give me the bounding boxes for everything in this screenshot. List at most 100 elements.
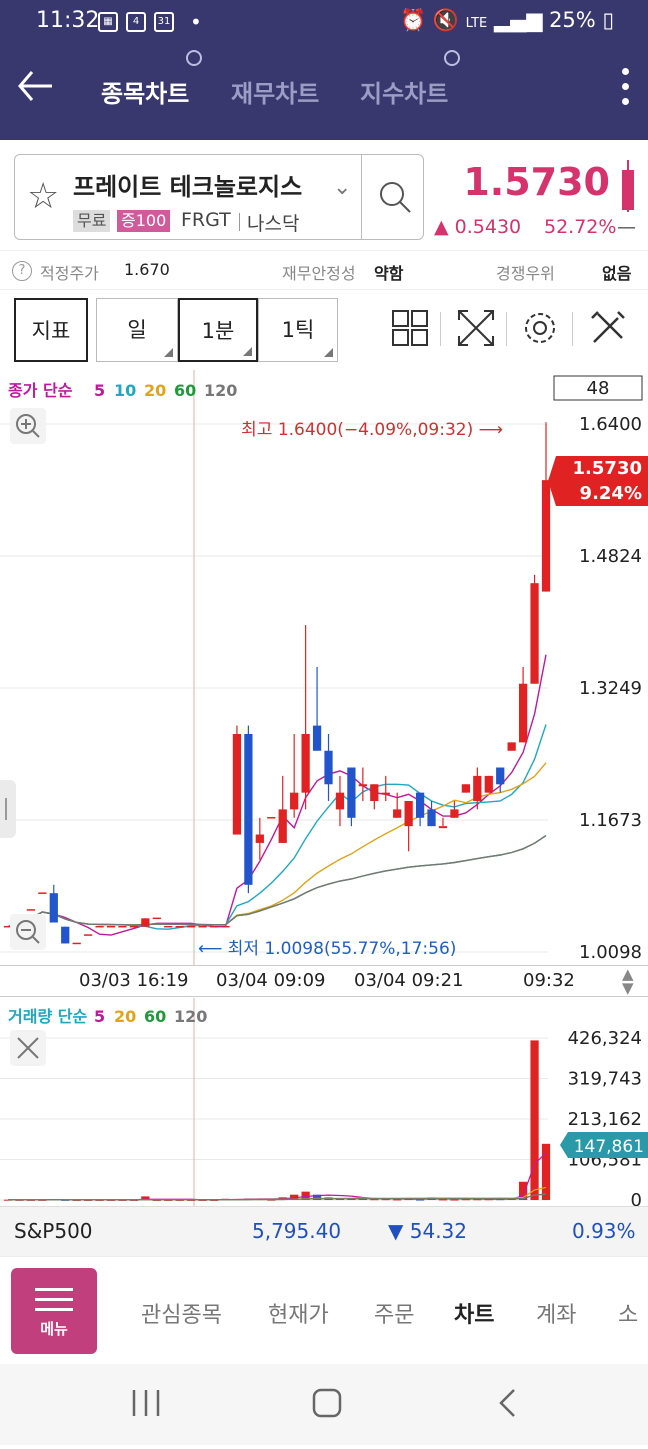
volume-bar [267, 1199, 276, 1201]
volume-tick-label: 0 [631, 1190, 642, 1206]
help-icon[interactable]: ? [12, 261, 32, 281]
candle [507, 742, 516, 751]
tab-stock-chart[interactable]: 종목차트 [101, 80, 190, 108]
bar-count-box[interactable] [553, 375, 643, 401]
volume-ma-line-20 [7, 1186, 547, 1201]
ma-legend-item: 10 [114, 381, 136, 400]
zoom-in-icon[interactable] [10, 408, 46, 444]
price-candle-icon [622, 160, 634, 212]
volume-bar [541, 1143, 551, 1200]
volume-bar [72, 1199, 81, 1201]
volume-legend-label: 거래량 단순 [8, 1007, 87, 1026]
index-ticker-bar[interactable]: S&P500 5,795.40 ▼ 54.32 0.93% [0, 1206, 648, 1256]
candle-body [370, 784, 379, 802]
menu-label: 메뉴 [40, 1320, 68, 1338]
y-tick-label: 1.0098 [579, 942, 642, 963]
stock-selector[interactable]: ☆ 프레이트 테크놀로지스 ⌄ 무료 증100 FRGT 나스닥 [14, 154, 424, 240]
free-badge: 무료 [73, 210, 111, 232]
volume-bar [473, 1199, 482, 1201]
nav-more[interactable]: 소 [618, 1303, 639, 1328]
volume-bar [141, 1196, 150, 1200]
nav-quote[interactable]: 현재가 [268, 1303, 329, 1328]
nav-watchlist[interactable]: 관심종목 [141, 1303, 222, 1328]
layout-grid-icon[interactable] [390, 308, 430, 348]
candle-body [507, 742, 516, 751]
ma-legend-item: 60 [174, 381, 196, 400]
ticker: FRGT [181, 209, 231, 231]
candle [541, 424, 551, 592]
candle [244, 725, 253, 894]
volume-last-value: 147,861 [574, 1137, 644, 1157]
candle-body [461, 784, 470, 793]
close-icon[interactable] [10, 1030, 46, 1066]
nav-order[interactable]: 주문 [374, 1303, 415, 1328]
period-minute-button[interactable]: 1분 [178, 298, 258, 362]
ma-line-5 [7, 654, 547, 936]
dot-icon: • [190, 10, 202, 34]
zoom-out-icon[interactable] [10, 914, 46, 950]
period-tick-button[interactable]: 1틱 [258, 298, 338, 362]
network-label: LTE [465, 16, 488, 31]
notification-icon: 4 [126, 12, 146, 32]
candle-body [290, 792, 299, 810]
volume-legend-item: 120 [174, 1007, 207, 1026]
candle-body [541, 480, 551, 592]
y-tick-label: 1.4824 [579, 546, 642, 567]
candle [404, 801, 413, 852]
status-right: ⏰ 🔇 LTE ▂▄▆ 25% ▯ [400, 8, 614, 33]
chevron-down-icon[interactable]: ⌄ [333, 175, 352, 200]
tab-lock-icon [186, 50, 202, 66]
tools-icon[interactable] [588, 308, 628, 348]
dash: — [617, 216, 636, 238]
high-annotation: 최고 1.6400(−4.09%,09:32) ⟶ [241, 420, 503, 440]
last-price-value: 1.5730 [573, 458, 642, 479]
status-bar: 11:32 ▦ 4 31 • ⏰ 🔇 LTE ▂▄▆ 25% ▯ [0, 0, 648, 46]
current-price: 1.5730 [463, 160, 610, 204]
x-label: 03/04 09:09 [216, 970, 326, 991]
volume-bar [175, 1199, 184, 1201]
ma-legend-item: 120 [204, 381, 237, 400]
volume-bar [415, 1199, 425, 1201]
fair-price-value: 1.670 [124, 260, 170, 279]
candle [49, 884, 58, 923]
x-axis: 03/03 16:19 03/04 09:09 03/04 09:21 09:3… [0, 965, 648, 997]
period-tick-label: 1틱 [281, 318, 315, 342]
candle [381, 775, 390, 802]
candle-body [450, 809, 459, 818]
tab-index-chart[interactable]: 지수차트 [360, 80, 449, 108]
candle [530, 574, 539, 684]
indicator-button[interactable]: 지표 [14, 298, 88, 362]
fullscreen-icon[interactable] [456, 308, 496, 348]
alarm-icon: ⏰ [399, 8, 427, 32]
candle [473, 767, 482, 810]
tab-financial-chart[interactable]: 재무차트 [231, 80, 320, 108]
side-handle[interactable] [0, 780, 16, 838]
candle-body [530, 583, 539, 684]
candle-body [61, 926, 70, 944]
nav-account[interactable]: 계좌 [536, 1303, 577, 1328]
search-icon[interactable] [375, 177, 415, 217]
favorite-star-icon[interactable]: ☆ [27, 176, 60, 217]
recent-apps-icon[interactable] [132, 1390, 160, 1416]
clock: 11:32 [36, 8, 100, 33]
battery-icon: ▯ [602, 8, 614, 32]
app-bar: 종목차트 재무차트 지수차트 [0, 46, 648, 140]
index-value: 5,795.40 [252, 1219, 342, 1243]
settings-gear-icon[interactable] [520, 308, 560, 348]
divider [506, 312, 507, 346]
market-label: 나스닥 [247, 213, 300, 235]
scroll-arrows-icon[interactable]: ▲ ▼ [622, 965, 634, 997]
back-icon[interactable] [499, 1389, 515, 1417]
last-price-pct: 9.24% [580, 483, 642, 504]
back-arrow-icon[interactable] [16, 66, 56, 117]
fair-price-label: 적정주가 [40, 264, 99, 283]
home-icon[interactable] [312, 1388, 342, 1418]
hamburger-icon [11, 1268, 97, 1311]
period-day-button[interactable]: 일 [96, 298, 178, 362]
y-tick-label: 1.3249 [579, 678, 642, 699]
menu-button[interactable]: 메뉴 [11, 1268, 97, 1354]
more-menu-icon[interactable] [622, 68, 630, 113]
nav-chart[interactable]: 차트 [454, 1303, 495, 1328]
